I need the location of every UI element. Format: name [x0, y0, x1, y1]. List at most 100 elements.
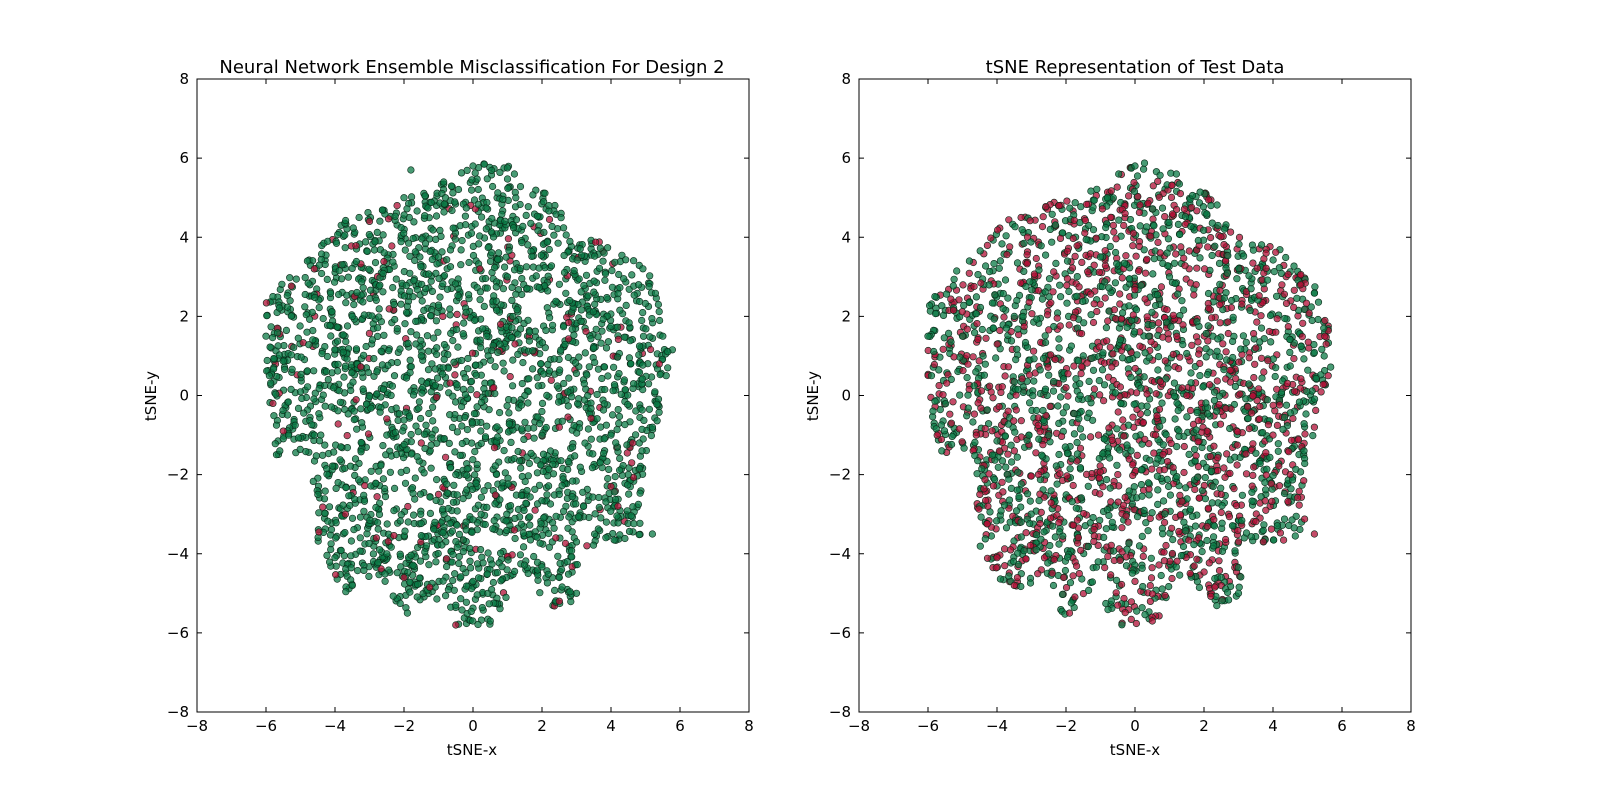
green-point — [1158, 399, 1166, 407]
green-point — [974, 271, 982, 279]
left-scatter-points — [262, 160, 677, 629]
green-point — [572, 369, 581, 378]
green-point — [281, 365, 289, 374]
green-point — [451, 235, 459, 243]
red-point — [1150, 449, 1158, 457]
red-point — [1004, 407, 1012, 415]
green-point — [434, 374, 442, 382]
green-point — [599, 257, 607, 265]
red-point — [1200, 481, 1208, 490]
red-point — [1121, 493, 1129, 502]
green-point — [469, 617, 477, 625]
green-point — [431, 365, 439, 373]
green-point — [1180, 518, 1188, 526]
green-point — [409, 234, 417, 243]
green-point — [468, 186, 476, 194]
red-point — [1122, 553, 1130, 561]
red-point — [383, 415, 391, 423]
red-point — [1037, 508, 1045, 517]
green-point — [564, 570, 573, 578]
y-tick-label: 8 — [179, 70, 189, 88]
green-point — [321, 402, 329, 410]
green-point — [266, 343, 274, 351]
green-point — [439, 364, 447, 372]
red-point — [1177, 243, 1185, 251]
green-point — [1159, 441, 1167, 449]
green-point — [287, 351, 295, 359]
red-point — [1257, 312, 1265, 320]
red-point — [1110, 306, 1118, 314]
green-point — [559, 507, 568, 515]
green-point — [639, 309, 647, 317]
green-point — [343, 291, 351, 299]
green-point — [1138, 532, 1146, 541]
green-point — [373, 228, 381, 236]
green-point — [1056, 393, 1065, 401]
green-point — [1286, 335, 1294, 344]
red-point — [1025, 371, 1033, 379]
green-point — [543, 491, 551, 499]
green-point — [283, 303, 292, 311]
green-point — [327, 545, 335, 554]
green-point — [341, 528, 349, 537]
green-point — [356, 534, 364, 542]
green-point — [978, 465, 986, 473]
green-point — [1028, 286, 1036, 294]
green-point — [431, 518, 439, 526]
green-point — [287, 385, 295, 394]
green-point — [589, 308, 597, 316]
red-point — [1200, 568, 1208, 576]
green-point — [526, 521, 534, 529]
green-point — [519, 543, 528, 551]
green-point — [559, 224, 568, 232]
green-point — [577, 288, 585, 296]
green-point — [524, 203, 532, 211]
red-point — [262, 299, 271, 307]
green-point — [599, 449, 608, 458]
red-point — [1147, 574, 1156, 582]
red-point — [388, 242, 396, 250]
green-point — [365, 265, 373, 273]
red-point — [552, 534, 560, 542]
red-point — [1036, 519, 1044, 528]
green-point — [1053, 480, 1061, 488]
red-point — [1169, 311, 1177, 319]
red-point — [390, 531, 398, 540]
red-point — [361, 482, 369, 490]
green-point — [443, 562, 451, 571]
red-point — [1249, 330, 1258, 338]
red-point — [1122, 252, 1130, 260]
red-point — [930, 360, 939, 369]
green-point — [1222, 356, 1231, 364]
green-point — [353, 288, 361, 297]
green-point — [584, 425, 593, 433]
red-point — [1046, 514, 1055, 522]
red-point — [476, 265, 484, 273]
red-point — [628, 459, 636, 467]
red-point — [958, 438, 966, 446]
green-point — [626, 337, 634, 345]
green-point — [544, 272, 552, 280]
green-point — [1066, 204, 1074, 212]
green-point — [976, 542, 984, 550]
green-point — [1023, 490, 1032, 498]
green-point — [610, 381, 619, 389]
green-point — [271, 440, 279, 448]
green-point — [373, 368, 381, 376]
green-point — [604, 372, 612, 380]
green-point — [1113, 425, 1121, 433]
green-point — [519, 359, 527, 367]
green-point — [639, 265, 647, 273]
green-point — [972, 368, 980, 376]
green-point — [557, 457, 565, 465]
green-point — [1140, 159, 1149, 167]
green-point — [521, 418, 529, 426]
green-point — [1126, 355, 1134, 364]
red-point — [468, 349, 477, 357]
green-point — [479, 325, 487, 333]
green-point — [608, 411, 617, 419]
green-point — [550, 524, 558, 532]
green-point — [570, 267, 578, 275]
green-point — [402, 308, 411, 317]
green-point — [492, 283, 500, 291]
